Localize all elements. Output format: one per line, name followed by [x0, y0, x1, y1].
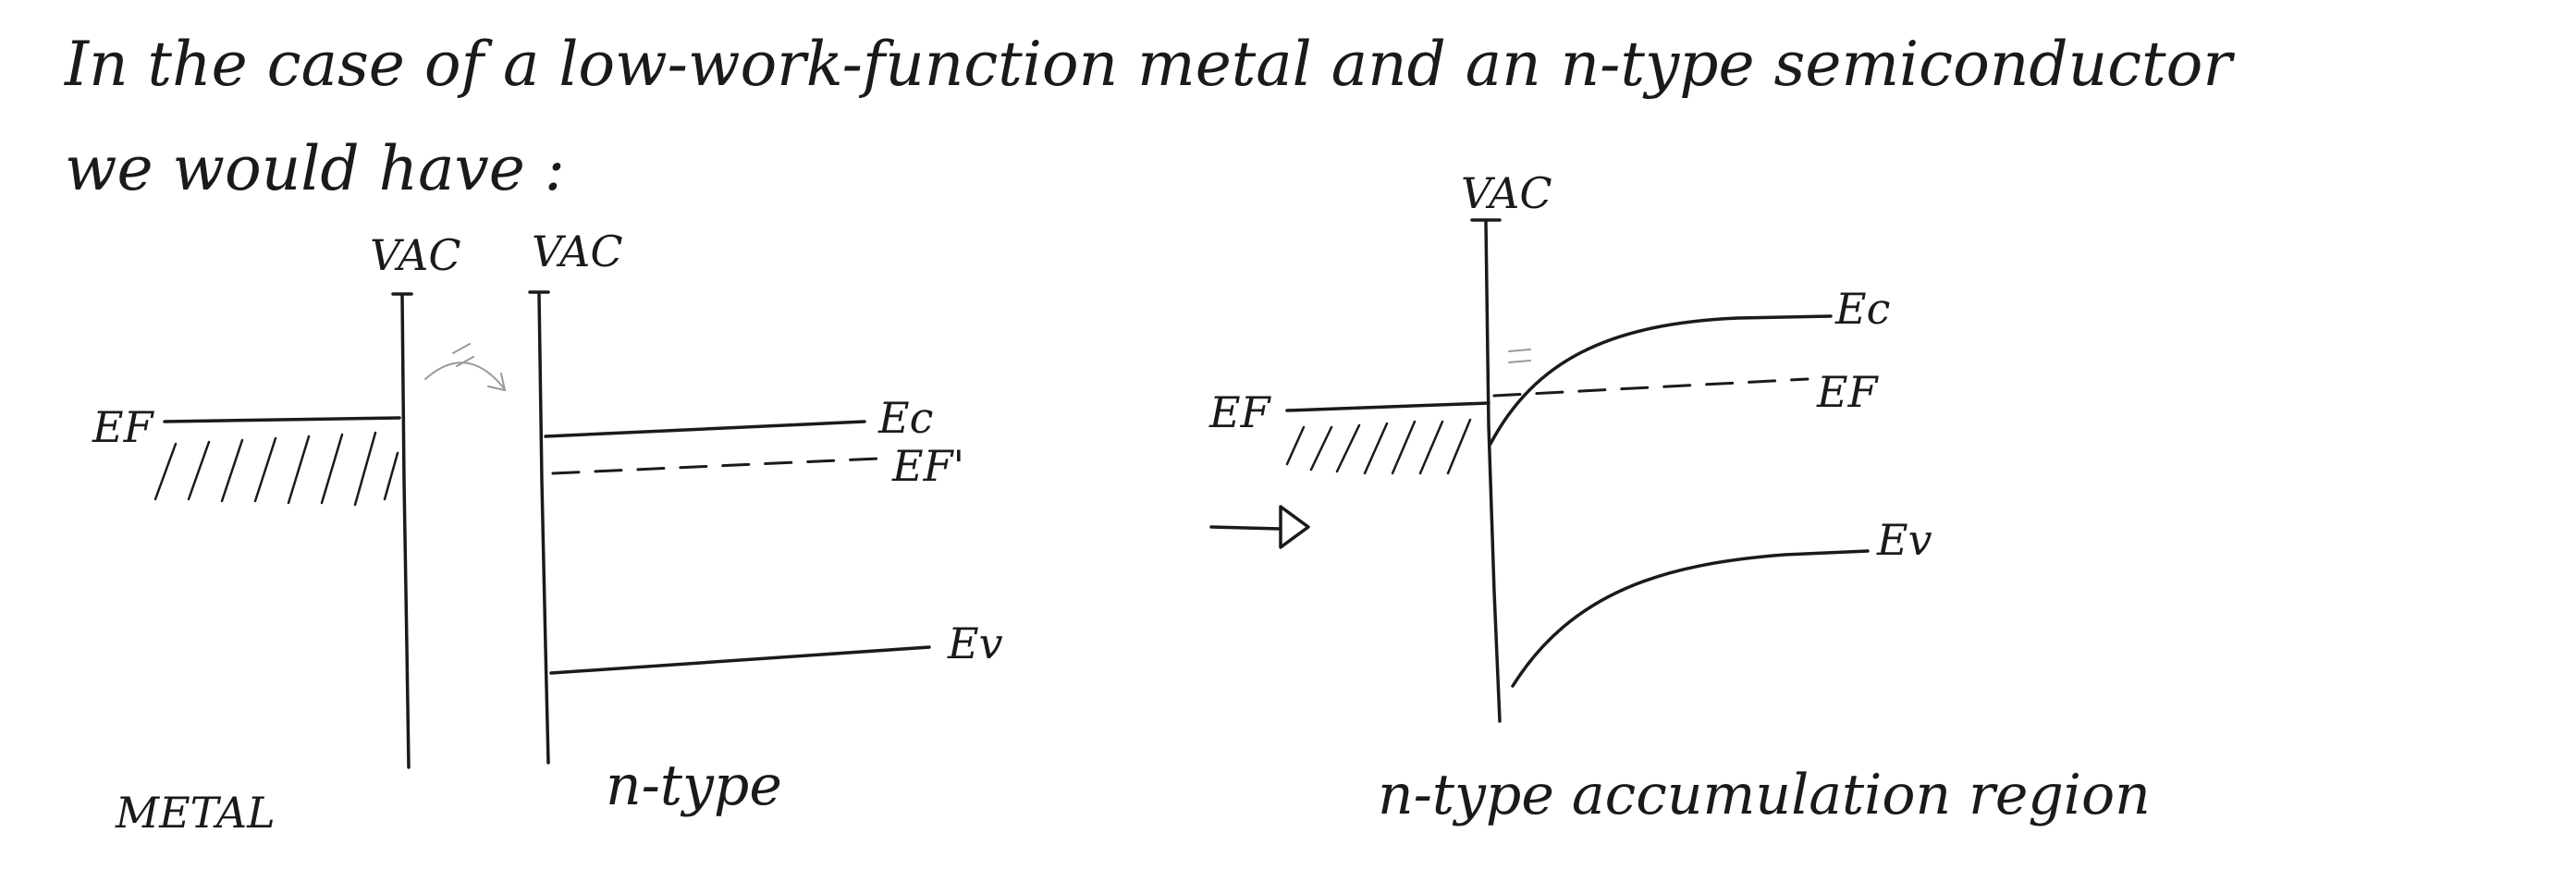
vac-metal-label: VAC — [370, 230, 461, 280]
intro-line-2: we would have : — [65, 133, 565, 204]
arrow-head — [1279, 505, 1310, 549]
transition-arrow — [1209, 505, 1310, 549]
interface-charge-marks — [1508, 349, 1531, 363]
metal-vacuum-line — [400, 294, 411, 769]
ev-label-right: Ev — [1876, 515, 1932, 565]
right-band-diagram: VAC EF Ec EF Ev n-type accumulation regi… — [1208, 168, 2151, 827]
electron-transfer-arrowhead — [487, 373, 507, 392]
electron-marks — [452, 343, 474, 367]
semi-fermi-level-right — [1492, 377, 1809, 398]
metal-fermi-level-right — [1285, 401, 1490, 412]
ec-label-right: Ec — [1834, 284, 1890, 334]
left-band-diagram: VAC VAC EF Ec EF' Ev METAL n-type — [92, 227, 1003, 838]
electron-transfer-arrow — [424, 361, 505, 389]
arrow-shaft — [1209, 525, 1282, 531]
intro-line-1: In the case of a low-work-function metal… — [64, 29, 2235, 100]
metal-filled-states-hatching-right — [1285, 418, 1472, 475]
semi-vacuum-line — [537, 292, 550, 765]
ev-label: Ev — [947, 618, 1003, 668]
ef-metal-label: EF — [92, 402, 155, 452]
valence-band-edge — [549, 645, 931, 675]
valence-band-bent — [1511, 549, 1870, 688]
conduction-band-bent — [1489, 314, 1833, 446]
metal-fermi-level — [163, 416, 401, 423]
ec-label: Ec — [877, 393, 933, 443]
metal-filled-states-hatching — [153, 431, 399, 507]
vac-label: VAC — [1461, 168, 1552, 218]
semi-fermi-level — [551, 457, 880, 475]
ef-semi-label-right: EF — [1816, 367, 1880, 417]
accumulation-caption: n-type accumulation region — [1378, 763, 2151, 827]
ef-metal-label-right: EF — [1208, 387, 1272, 437]
interface-line — [1484, 220, 1502, 723]
conduction-band-edge — [544, 420, 866, 438]
semi-caption: n-type — [606, 753, 782, 818]
vac-semi-label: VAC — [532, 227, 623, 276]
metal-caption: METAL — [115, 788, 276, 838]
ef-semi-label: EF' — [891, 441, 964, 491]
